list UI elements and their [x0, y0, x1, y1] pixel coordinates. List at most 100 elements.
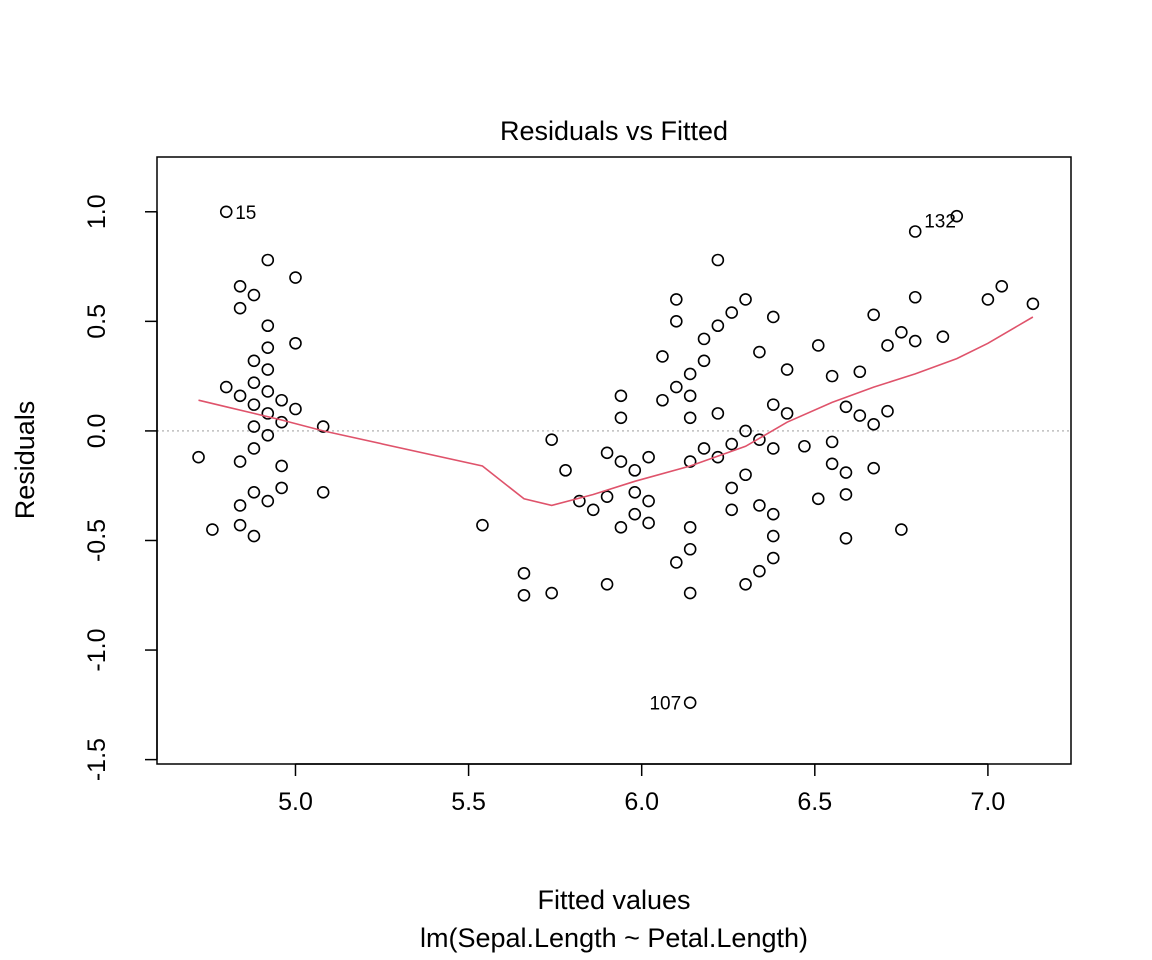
y-tick-label: -1.0: [83, 629, 111, 672]
residual-point: [261, 253, 275, 267]
outlier-label: 132: [924, 212, 956, 233]
residual-point: [545, 586, 558, 600]
residual-point: [642, 450, 655, 464]
residual-point: [798, 439, 811, 453]
residual-point: [261, 428, 275, 442]
residual-point: [247, 485, 261, 499]
residual-point: [233, 518, 247, 532]
residual-point: [614, 411, 628, 425]
residual-point: [517, 588, 531, 602]
residual-point: [656, 393, 669, 407]
y-tick-label: 1.0: [83, 194, 111, 229]
residual-point: [881, 339, 894, 352]
residual-point: [950, 209, 964, 223]
residual-point: [316, 485, 330, 499]
residual-point: [780, 407, 794, 420]
residual-point: [261, 341, 275, 354]
residual-point: [233, 279, 247, 293]
residual-point: [825, 369, 839, 383]
residual-point: [766, 442, 780, 455]
residual-point: [683, 521, 697, 534]
residual-point: [697, 332, 711, 346]
residual-point: [711, 450, 725, 464]
residual-point: [839, 531, 853, 545]
residual-point: [642, 516, 655, 530]
residual-point: [670, 315, 683, 328]
residual-point: [697, 442, 711, 455]
residual-point: [766, 551, 780, 565]
y-tick-label: -1.5: [83, 738, 111, 781]
residual-point: [711, 407, 725, 420]
residual-point: [1026, 297, 1040, 311]
residual-point: [766, 398, 780, 411]
residual-point: [261, 363, 275, 376]
residual-point: [981, 293, 995, 306]
residual-point: [614, 521, 628, 534]
lowess-smoother-line: [198, 316, 1034, 507]
residual-point: [683, 367, 697, 381]
residual-point: [233, 389, 247, 403]
residual-point: [908, 225, 922, 238]
residual-point: [753, 564, 766, 578]
residual-point: [725, 503, 739, 517]
outlier-labels: 15 132 107: [235, 203, 956, 715]
residual-point: [766, 310, 780, 324]
residual-point: [233, 455, 247, 468]
outlier-label: 15: [235, 203, 256, 224]
residual-point: [316, 420, 330, 433]
residual-point: [683, 455, 697, 468]
residual-point: [628, 485, 642, 499]
residual-point: [192, 450, 205, 464]
residual-point: [670, 380, 683, 394]
chart-subtitle: lm(Sepal.Length ~ Petal.Length): [420, 923, 808, 953]
residual-point: [586, 503, 600, 517]
residual-point: [275, 459, 288, 473]
residual-point: [476, 518, 489, 532]
y-tick-label: 0.5: [83, 304, 111, 339]
residual-point: [614, 389, 628, 403]
residual-point: [628, 507, 642, 521]
residual-point: [275, 481, 288, 495]
residual-point: [867, 461, 880, 475]
residual-point: [766, 529, 780, 543]
residual-point: [839, 400, 853, 414]
residual-point: [656, 350, 669, 363]
residual-point: [289, 336, 302, 350]
x-axis: 5.0 5.5 6.0 6.5 7.0: [278, 763, 1006, 816]
residual-point: [725, 437, 739, 451]
residual-point: [289, 402, 302, 416]
residual-point: [600, 446, 614, 460]
x-axis-label: Fitted values: [537, 885, 690, 915]
residual-point: [895, 523, 908, 536]
residual-point: [683, 542, 697, 556]
residual-point: [780, 363, 794, 376]
residual-point: [275, 393, 288, 407]
residual-point: [811, 492, 825, 506]
residual-point: [711, 253, 725, 267]
residual-point: [725, 481, 739, 495]
residual-point: [881, 404, 894, 418]
residual-point: [908, 290, 922, 304]
residual-point: [895, 326, 908, 339]
residual-point: [261, 407, 275, 420]
residual-point: [753, 499, 766, 512]
y-tick-label: -0.5: [83, 519, 111, 562]
residual-point: [811, 339, 825, 352]
residual-point: [247, 398, 261, 411]
x-tick-label: 7.0: [971, 788, 1006, 816]
residual-point: [247, 288, 261, 302]
residual-point: [247, 376, 261, 390]
residual-point: [600, 490, 614, 503]
residual-point: [683, 411, 697, 425]
residual-point: [247, 420, 261, 433]
residual-point: [739, 424, 752, 438]
residual-point: [233, 301, 247, 315]
residual-point: [753, 433, 766, 446]
plot-frame: [156, 156, 1072, 765]
residual-point: [753, 345, 766, 359]
residual-point: [559, 464, 572, 477]
residual-point: [867, 418, 880, 431]
residual-point: [853, 409, 867, 422]
residual-point: [261, 494, 275, 508]
